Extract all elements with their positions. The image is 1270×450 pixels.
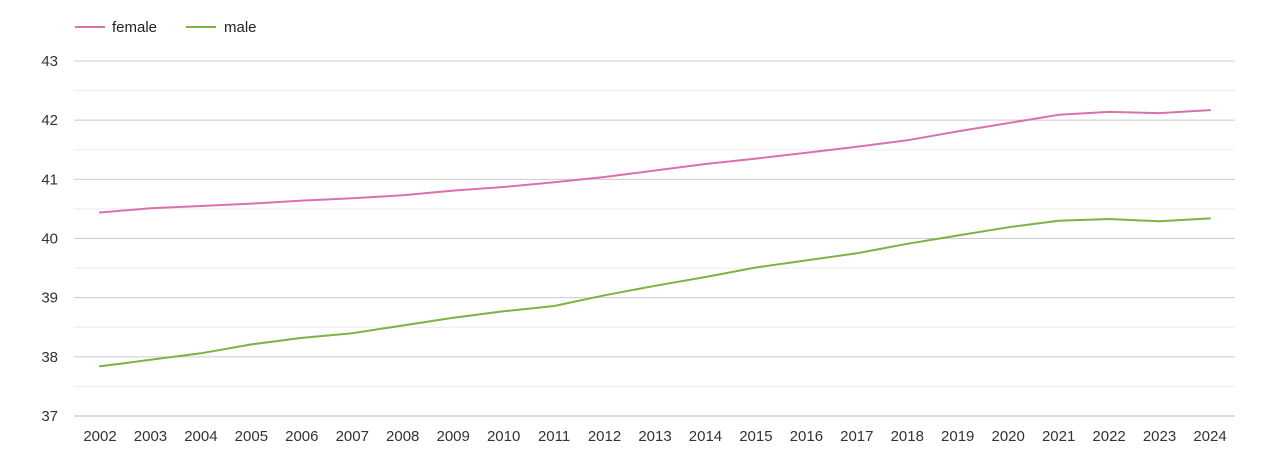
x-tick-label: 2008 xyxy=(386,428,419,445)
x-tick-label: 2021 xyxy=(1042,428,1075,445)
axis-labels: 37 38 39 40 41 42 43 2002 2003 2004 2005 2006 2007 20… xyxy=(41,53,1226,445)
x-tick-label: 2018 xyxy=(891,428,924,445)
x-tick-label: 2019 xyxy=(941,428,974,445)
x-tick-label: 2016 xyxy=(790,428,823,445)
x-tick-label: 2005 xyxy=(235,428,268,445)
series-line-male xyxy=(99,217,1211,368)
x-tick-label: 2020 xyxy=(991,428,1024,445)
series-lines xyxy=(99,109,1211,368)
x-tick-label: 2014 xyxy=(689,428,722,445)
x-tick-label: 2013 xyxy=(638,428,671,445)
x-tick-label: 2003 xyxy=(134,428,167,445)
y-tick-label: 38 xyxy=(41,349,58,366)
x-tick-label: 2012 xyxy=(588,428,621,445)
x-tick-label: 2006 xyxy=(285,428,318,445)
y-tick-label: 40 xyxy=(41,231,58,248)
y-tick-label: 39 xyxy=(41,290,58,307)
x-tick-label: 2024 xyxy=(1193,428,1226,445)
x-tick-label: 2015 xyxy=(739,428,772,445)
legend-label-male: male xyxy=(224,19,257,36)
y-tick-label: 43 xyxy=(41,53,58,70)
y-tick-label: 41 xyxy=(41,171,58,188)
y-tick-label: 37 xyxy=(41,408,58,425)
x-tick-label: 2023 xyxy=(1143,428,1176,445)
legend-label-female: female xyxy=(112,19,157,36)
x-tick-label: 2022 xyxy=(1092,428,1125,445)
series-line-female xyxy=(99,109,1211,214)
x-tick-label: 2007 xyxy=(336,428,369,445)
x-tick-label: 2017 xyxy=(840,428,873,445)
x-tick-label: 2009 xyxy=(436,428,469,445)
x-tick-label: 2002 xyxy=(83,428,116,445)
x-tick-label: 2004 xyxy=(184,428,217,445)
legend: female male xyxy=(75,19,257,36)
x-tick-label: 2010 xyxy=(487,428,520,445)
grid-lines xyxy=(74,60,1235,417)
x-tick-label: 2011 xyxy=(538,428,570,445)
y-tick-label: 42 xyxy=(41,112,58,129)
